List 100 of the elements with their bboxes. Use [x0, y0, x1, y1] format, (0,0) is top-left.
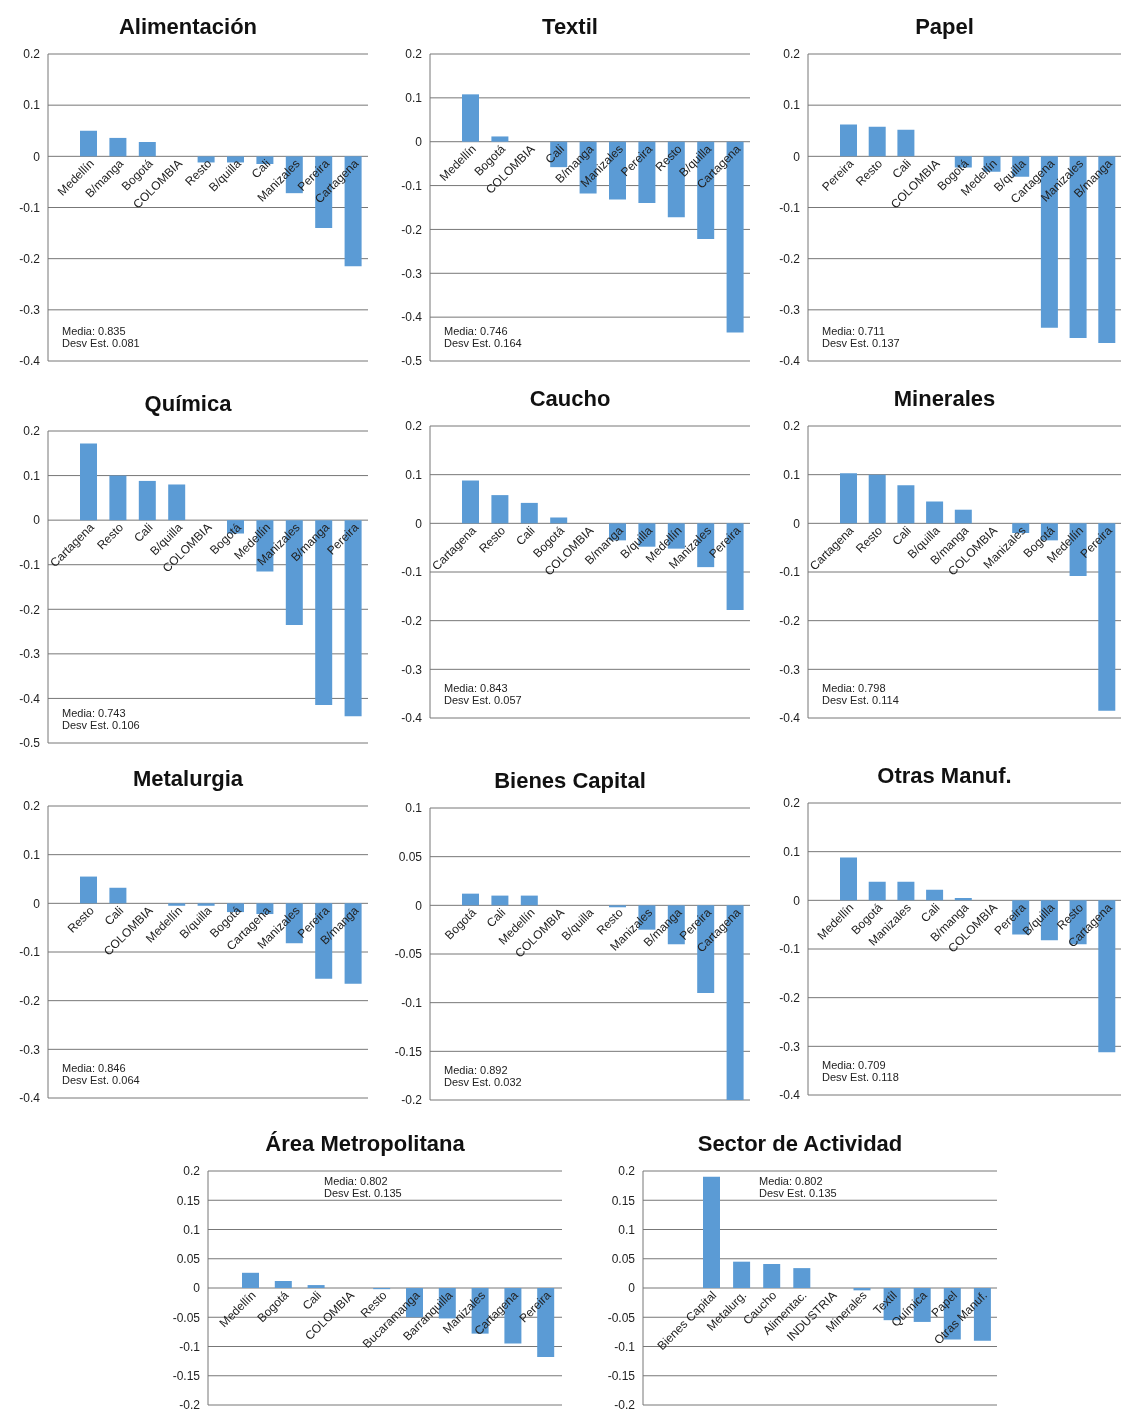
y-tick-label: 0.2 [183, 1164, 201, 1179]
chart-title: Sector de Actividad [696, 1130, 904, 1158]
annotation: Media: 0.798 [822, 682, 887, 694]
bar [491, 495, 509, 524]
bar [793, 1268, 811, 1288]
y-tick-label: -0.4 [19, 691, 41, 706]
bar [491, 136, 509, 142]
y-tick-label: -0.2 [401, 1093, 423, 1108]
annotation: Desv Est. 0.135 [759, 1187, 837, 1199]
y-tick-label: -0.1 [401, 178, 423, 193]
bar [80, 443, 97, 521]
y-tick-label: 0.2 [23, 799, 41, 814]
annotation: Media: 0.846 [62, 1062, 127, 1074]
bar [109, 887, 127, 904]
bar [138, 480, 156, 521]
y-tick-label: -0.3 [401, 266, 423, 281]
bar [274, 1280, 292, 1288]
bar [109, 137, 127, 157]
annotation: Media: 0.802 [324, 1175, 389, 1187]
y-tick-label: -0.3 [19, 1042, 41, 1057]
bar [197, 156, 215, 163]
y-tick-label: 0.2 [405, 47, 423, 62]
chart-title: Metalurgia [132, 765, 244, 793]
y-tick-label: 0.1 [405, 91, 423, 106]
bar [840, 124, 857, 157]
annotation: Desv Est. 0.118 [822, 1071, 899, 1083]
y-tick-label: -0.4 [779, 354, 801, 369]
chart-title: Química [143, 390, 233, 418]
bar [109, 475, 127, 521]
annotation: Desv Est. 0.064 [62, 1074, 140, 1086]
annotation: Media: 0.892 [444, 1064, 509, 1076]
annotation: Media: 0.746 [444, 325, 509, 337]
y-tick-label: -0.4 [401, 310, 423, 325]
y-tick-label: -0.4 [779, 1088, 801, 1103]
y-tick-label: 0.1 [23, 847, 41, 862]
y-tick-label: -0.15 [394, 1044, 423, 1059]
y-tick-label: 0.2 [23, 47, 41, 62]
annotation: Desv Est. 0.106 [62, 719, 140, 731]
y-tick-label: 0.2 [783, 419, 801, 434]
chart-title: Caucho [528, 385, 612, 413]
y-tick-label: -0.2 [19, 993, 41, 1008]
y-tick-label: 0.1 [405, 467, 423, 482]
y-tick-label: 0.2 [783, 47, 801, 62]
annotation: Media: 0.802 [759, 1175, 824, 1187]
y-tick-label: -0.1 [401, 995, 423, 1010]
bar [462, 893, 479, 906]
y-tick-label: -0.2 [401, 613, 423, 628]
bar [897, 881, 915, 901]
y-tick-label: -0.3 [19, 303, 41, 318]
y-tick-label: 0.05 [611, 1252, 636, 1267]
bar [462, 480, 479, 524]
bar [703, 1176, 720, 1288]
bar [80, 130, 97, 157]
bar [138, 142, 156, 157]
y-tick-label: 0 [415, 898, 423, 913]
y-tick-label: 0.2 [23, 424, 41, 439]
bar [840, 473, 857, 524]
annotation: Media: 0.843 [444, 682, 509, 694]
y-tick-label: 0.1 [405, 801, 423, 816]
y-tick-label: 0.1 [183, 1222, 201, 1237]
chart-title: Textil [541, 13, 599, 41]
chart-title: Área Metropolitana [264, 1130, 466, 1158]
y-tick-label: -0.05 [607, 1310, 636, 1325]
chart-title: Otras Manuf. [876, 762, 1013, 790]
y-tick-label: 0.1 [23, 98, 41, 113]
y-tick-label: -0.15 [607, 1369, 636, 1384]
y-tick-label: -0.2 [179, 1398, 201, 1412]
annotation: Desv Est. 0.081 [62, 337, 140, 349]
y-tick-label: -0.1 [779, 942, 801, 957]
annotation: Desv Est. 0.114 [822, 694, 899, 706]
y-tick-label: -0.1 [19, 557, 41, 572]
y-tick-label: 0 [415, 516, 423, 531]
bar [733, 1261, 751, 1288]
bar [550, 517, 568, 524]
bar [80, 876, 97, 904]
y-tick-label: 0.2 [405, 419, 423, 434]
y-tick-label: 0 [628, 1281, 636, 1296]
y-tick-label: 0.1 [783, 98, 801, 113]
y-tick-label: -0.1 [614, 1339, 636, 1354]
annotation: Desv Est. 0.164 [444, 337, 522, 349]
y-tick-label: 0 [415, 134, 423, 149]
y-tick-label: 0.1 [783, 467, 801, 482]
y-tick-label: 0.2 [783, 796, 801, 811]
annotation: Media: 0.709 [822, 1059, 887, 1071]
annotation: Desv Est. 0.137 [822, 337, 900, 349]
x-tick-label: Cali [513, 523, 538, 549]
annotation: Media: 0.743 [62, 707, 127, 719]
y-tick-label: -0.1 [179, 1339, 201, 1354]
y-tick-label: -0.05 [172, 1310, 201, 1325]
y-tick-label: -0.4 [779, 711, 801, 726]
y-tick-label: -0.2 [779, 613, 801, 628]
y-tick-label: 0 [33, 513, 41, 528]
y-tick-label: -0.4 [401, 711, 423, 726]
chart-title: Alimentación [117, 13, 259, 41]
bar [868, 881, 886, 901]
y-tick-label: -0.1 [779, 200, 801, 215]
chart-title: Bienes Capital [493, 767, 647, 795]
annotation: Desv Est. 0.032 [444, 1076, 522, 1088]
y-tick-label: -0.3 [401, 662, 423, 677]
y-tick-label: -0.3 [779, 1039, 801, 1054]
